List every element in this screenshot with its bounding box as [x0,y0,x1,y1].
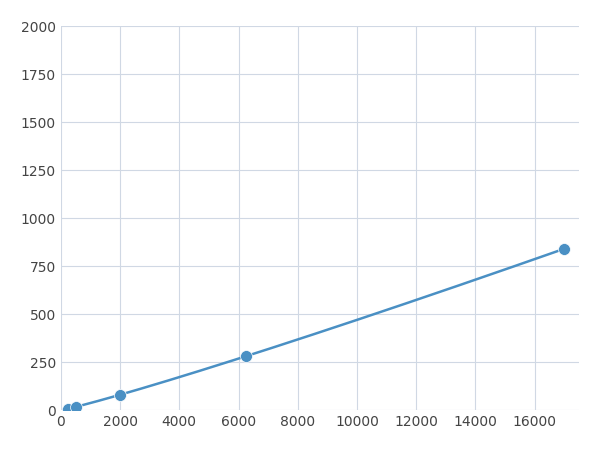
Point [241,353,251,360]
Point [64,405,73,412]
Point [115,391,125,398]
Point [71,403,80,410]
Point [560,245,569,252]
